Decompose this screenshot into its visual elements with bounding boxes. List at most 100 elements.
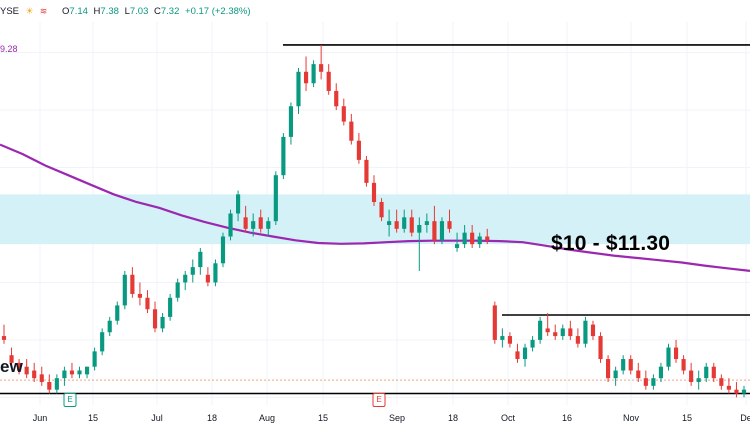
candle[interactable] [24,359,29,379]
candle[interactable] [560,324,565,340]
candle[interactable] [575,328,580,348]
candle[interactable] [17,359,22,375]
candle[interactable] [69,362,75,379]
earnings-event-icon[interactable]: E [372,393,386,407]
candle[interactable] [220,232,226,268]
candle[interactable] [334,83,339,111]
candle[interactable] [198,247,203,275]
candle[interactable] [1,324,7,344]
candle[interactable] [651,374,656,390]
candle[interactable] [530,336,535,352]
candle[interactable] [658,362,664,383]
candle[interactable] [213,259,218,287]
candle[interactable] [696,370,701,390]
candle[interactable] [606,355,611,383]
candle[interactable] [402,209,407,233]
candle[interactable] [296,67,301,114]
candle[interactable] [590,320,596,340]
candle[interactable] [711,362,716,383]
candle[interactable] [47,374,52,394]
candle[interactable] [454,232,460,252]
candle[interactable] [122,270,127,310]
candle[interactable] [621,355,626,375]
candle[interactable] [643,370,648,390]
candle[interactable] [356,133,361,164]
candle[interactable] [636,362,641,383]
candle[interactable] [266,217,271,237]
candle[interactable] [371,175,377,206]
candle[interactable] [137,282,142,306]
candle[interactable] [462,224,467,248]
candle[interactable] [545,313,550,337]
candle[interactable] [583,316,588,348]
candle[interactable] [303,56,309,91]
candle[interactable] [341,98,346,126]
candle[interactable] [409,209,414,237]
candle[interactable] [741,385,747,398]
candle[interactable] [613,366,618,386]
candle[interactable] [726,378,731,394]
candle[interactable] [394,209,399,233]
candle[interactable] [62,366,67,386]
candle[interactable] [84,366,90,379]
candle[interactable] [553,324,558,340]
candle[interactable] [92,347,97,371]
candle[interactable] [160,313,165,333]
candle[interactable] [424,213,429,233]
candle[interactable] [598,332,603,363]
candle[interactable] [100,328,105,356]
candle[interactable] [243,205,248,233]
candle[interactable] [500,328,505,348]
candle[interactable] [673,339,679,363]
candle[interactable] [326,64,331,95]
candle[interactable] [311,60,316,88]
candle[interactable] [628,355,633,375]
candle[interactable] [439,217,445,245]
candle[interactable] [507,332,512,348]
candle[interactable] [734,382,739,398]
candle[interactable] [273,171,278,225]
candle[interactable] [568,320,573,340]
candle[interactable] [107,316,112,337]
candle[interactable] [319,44,324,80]
earnings-event-icon[interactable]: E [63,393,77,407]
candle[interactable] [719,374,724,390]
candle[interactable] [387,209,392,237]
candle[interactable] [281,133,286,180]
candle[interactable] [515,343,520,363]
candle[interactable] [190,259,195,283]
candle[interactable] [689,362,694,386]
candle[interactable] [236,190,241,222]
candle[interactable] [477,232,482,248]
candle[interactable] [130,267,135,298]
candle[interactable] [251,213,256,237]
candle[interactable] [183,270,188,291]
candle[interactable] [704,362,709,383]
candle[interactable] [258,209,263,233]
candle[interactable] [175,278,180,302]
candle[interactable] [205,267,210,287]
candle[interactable] [485,228,490,245]
candle[interactable] [77,366,82,379]
candle[interactable] [288,102,294,145]
candle[interactable] [447,209,452,233]
candle[interactable] [470,224,475,248]
candle[interactable] [364,156,369,187]
candle[interactable] [522,343,528,367]
candle[interactable] [666,343,671,371]
candle[interactable] [168,293,173,321]
candle[interactable] [681,355,686,375]
candle[interactable] [432,205,437,245]
candle[interactable] [152,301,158,333]
candle[interactable] [115,301,120,325]
candle[interactable] [417,217,422,271]
candle[interactable] [9,347,14,367]
candle[interactable] [492,301,497,344]
candle[interactable] [379,198,384,222]
candle[interactable] [32,362,37,383]
candle[interactable] [349,113,354,145]
candle[interactable] [39,366,44,386]
candle[interactable] [538,316,543,344]
candle[interactable] [228,209,233,241]
candle[interactable] [145,290,150,314]
